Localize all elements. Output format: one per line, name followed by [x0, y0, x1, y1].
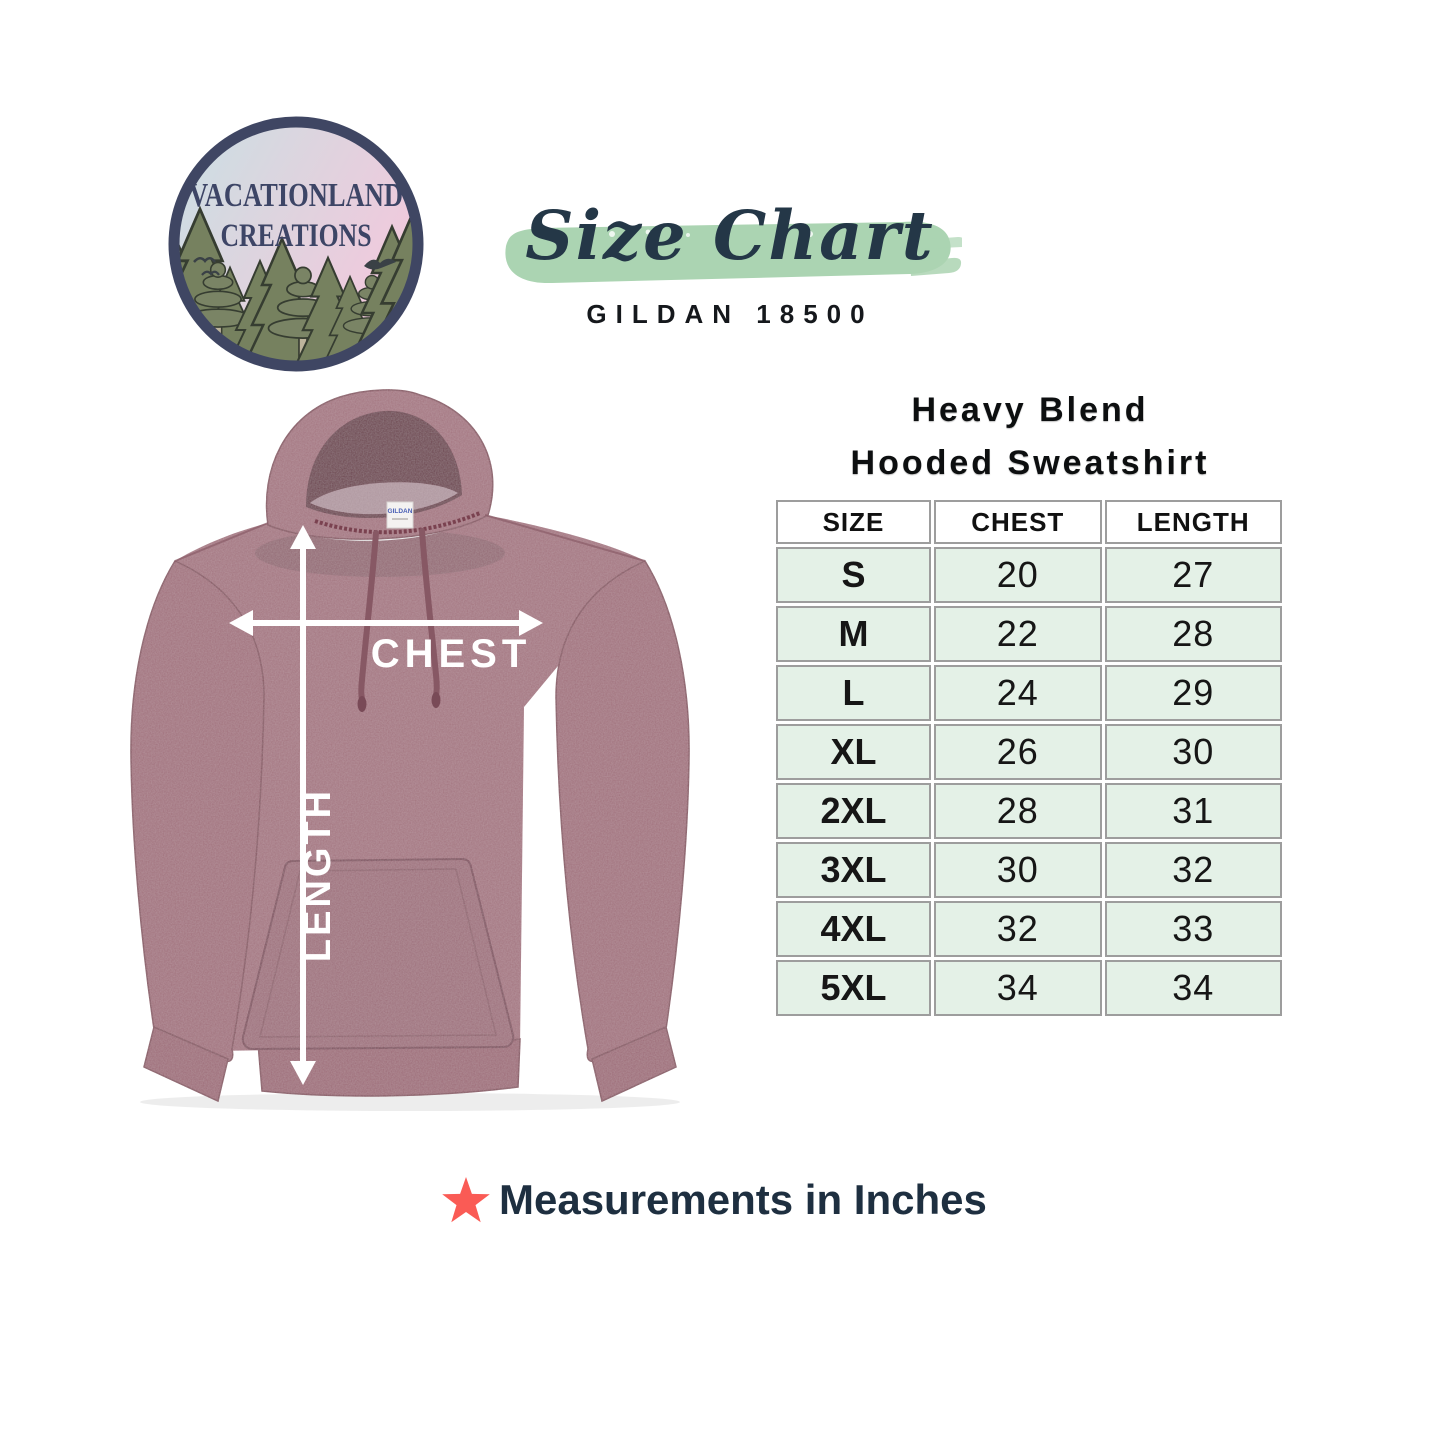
chest-value-cell: 30 — [934, 842, 1102, 898]
star-icon — [442, 1177, 490, 1223]
bird-icon — [364, 258, 396, 270]
length-value-cell: 28 — [1104, 606, 1282, 662]
left-cuff — [143, 1025, 229, 1103]
length-value-cell: 29 — [1104, 665, 1282, 721]
length-value-cell: 30 — [1104, 724, 1282, 780]
right-sleeve — [555, 560, 690, 1063]
length-value-cell: 33 — [1104, 901, 1282, 957]
chest-value-cell: 20 — [934, 547, 1102, 603]
length-value-cell: 34 — [1104, 960, 1282, 1016]
left-sleeve — [130, 560, 265, 1063]
kangaroo-pocket — [241, 857, 515, 1051]
size-table-body: S 20 27 M 22 28 L 24 29 XL 26 30 2XL 28 31 3XL 30 32 4XL 32… — [776, 547, 1282, 1016]
product-heading: Heavy Blend Hooded Sweatshirt — [795, 384, 1265, 490]
measurements-note: Measurements in Inches — [499, 1176, 987, 1223]
length-label: LENGTH — [297, 788, 339, 962]
page-title: Size Chart — [525, 196, 935, 275]
collar-stitching — [314, 511, 481, 535]
size-cell: XL — [776, 724, 931, 780]
length-value-cell: 31 — [1104, 783, 1282, 839]
chest-arrowhead-left — [229, 610, 253, 636]
size-cell: 5XL — [776, 960, 931, 1016]
measurement-arrows — [229, 525, 543, 1085]
size-table: SIZE CHEST LENGTH S 20 27 M 22 28 L 24 29 XL 26 30 2… — [773, 497, 1285, 1019]
chest-label: CHEST — [371, 632, 532, 676]
hoodie-measurement-diagram: GILDAN CHEST LENGTH — [130, 389, 690, 1111]
chest-value-cell: 28 — [934, 783, 1102, 839]
table-row: 5XL 34 34 — [776, 960, 1282, 1016]
hoodie-garment — [130, 389, 690, 1103]
logo-border-ring — [168, 116, 424, 372]
ground-shadow — [140, 1093, 680, 1111]
size-cell: 4XL — [776, 901, 931, 957]
chest-value-cell: 34 — [934, 960, 1102, 1016]
right-cuff — [591, 1025, 677, 1103]
table-row: XL 26 30 — [776, 724, 1282, 780]
chest-value-cell: 22 — [934, 606, 1102, 662]
table-row: L 24 29 — [776, 665, 1282, 721]
size-cell: 2XL — [776, 783, 931, 839]
brush-stroke — [505, 221, 962, 284]
drawstring-knot — [357, 696, 367, 712]
table-row: 4XL 32 33 — [776, 901, 1282, 957]
drawstring-knot — [431, 692, 441, 708]
shoulder-seams — [174, 514, 646, 562]
length-value-cell: 27 — [1104, 547, 1282, 603]
chest-arrowhead-right — [519, 610, 543, 636]
length-arrowhead-bottom — [290, 1061, 316, 1085]
column-header-chest: CHEST — [934, 500, 1102, 544]
chest-value-cell: 24 — [934, 665, 1102, 721]
bird-icon — [193, 257, 217, 263]
size-cell: 3XL — [776, 842, 931, 898]
footer-note: Measurements in Inches — [440, 1174, 987, 1226]
brand-logo: VACATIONLAND CREATIONS — [168, 116, 424, 372]
hood-lining — [310, 482, 458, 515]
drawstrings — [358, 528, 440, 702]
column-header-size: SIZE — [776, 500, 931, 544]
product-heading-line2: Hooded Sweatshirt — [850, 444, 1210, 482]
size-cell: M — [776, 606, 931, 662]
logo-name-line1: VACATIONLAND — [189, 176, 403, 214]
neck-tag-brand: GILDAN — [388, 508, 413, 515]
length-arrowhead-top — [290, 525, 316, 549]
table-row: 2XL 28 31 — [776, 783, 1282, 839]
table-row: 3XL 30 32 — [776, 842, 1282, 898]
bird-icon — [201, 270, 220, 276]
page-subtitle: GILDAN 18500 — [586, 299, 874, 329]
size-cell: S — [776, 547, 931, 603]
table-row: S 20 27 — [776, 547, 1282, 603]
product-heading-line1: Heavy Blend — [911, 391, 1149, 429]
chest-value-cell: 32 — [934, 901, 1102, 957]
length-value-cell: 32 — [1104, 842, 1282, 898]
column-header-length: LENGTH — [1104, 500, 1282, 544]
neck-tag: GILDAN — [386, 501, 414, 529]
logo-name-line2: CREATIONS — [220, 218, 371, 254]
table-row: M 22 28 — [776, 606, 1282, 662]
size-cell: L — [776, 665, 931, 721]
chest-value-cell: 26 — [934, 724, 1102, 780]
table-header-row: SIZE CHEST LENGTH — [776, 500, 1282, 544]
